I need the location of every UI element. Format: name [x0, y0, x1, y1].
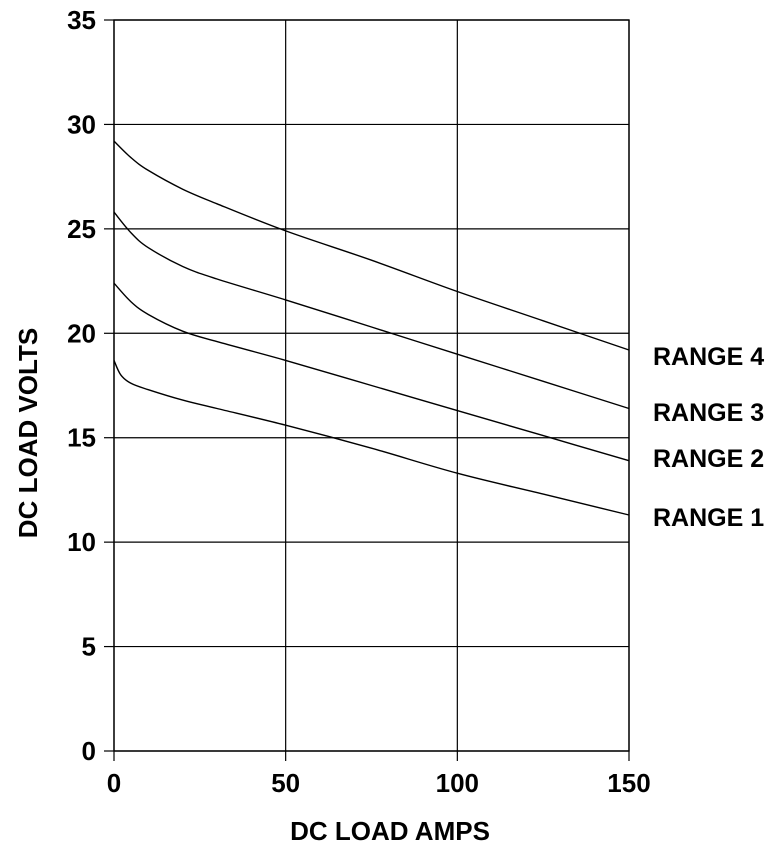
x-tick-label: 150	[607, 768, 650, 798]
y-tick-label: 5	[82, 632, 96, 662]
range-2-line	[113, 282, 630, 462]
range-3-line	[113, 211, 630, 410]
y-tick-label: 25	[67, 214, 96, 244]
y-tick-label: 30	[67, 109, 96, 139]
x-tick-label: 50	[271, 768, 300, 798]
series-lines	[113, 140, 630, 516]
range-4-line	[113, 140, 630, 351]
y-axis-title: DC LOAD VOLTS	[13, 328, 43, 538]
range-1-line	[113, 360, 630, 516]
y-tick-label: 0	[82, 736, 96, 766]
range-4-label: RANGE 4	[653, 343, 764, 371]
range-3-label: RANGE 3	[653, 399, 764, 427]
y-tick-label: 35	[67, 5, 96, 35]
x-tick-label: 0	[107, 768, 121, 798]
plot-frame	[113, 19, 630, 752]
range-1-label: RANGE 1	[653, 504, 764, 532]
tick-labels: 0 5 10 15 20 25 30 35 0 50 100 150	[67, 5, 651, 798]
grid-lines	[104, 19, 630, 761]
range-2-label: RANGE 2	[653, 445, 764, 473]
series-labels: RANGE 4 RANGE 3 RANGE 2 RANGE 1	[653, 343, 764, 532]
y-tick-label: 20	[67, 318, 96, 348]
x-axis-title: DC LOAD AMPS	[290, 816, 490, 844]
y-tick-label: 15	[67, 423, 96, 453]
y-tick-label: 10	[67, 527, 96, 557]
x-tick-label: 100	[436, 768, 479, 798]
